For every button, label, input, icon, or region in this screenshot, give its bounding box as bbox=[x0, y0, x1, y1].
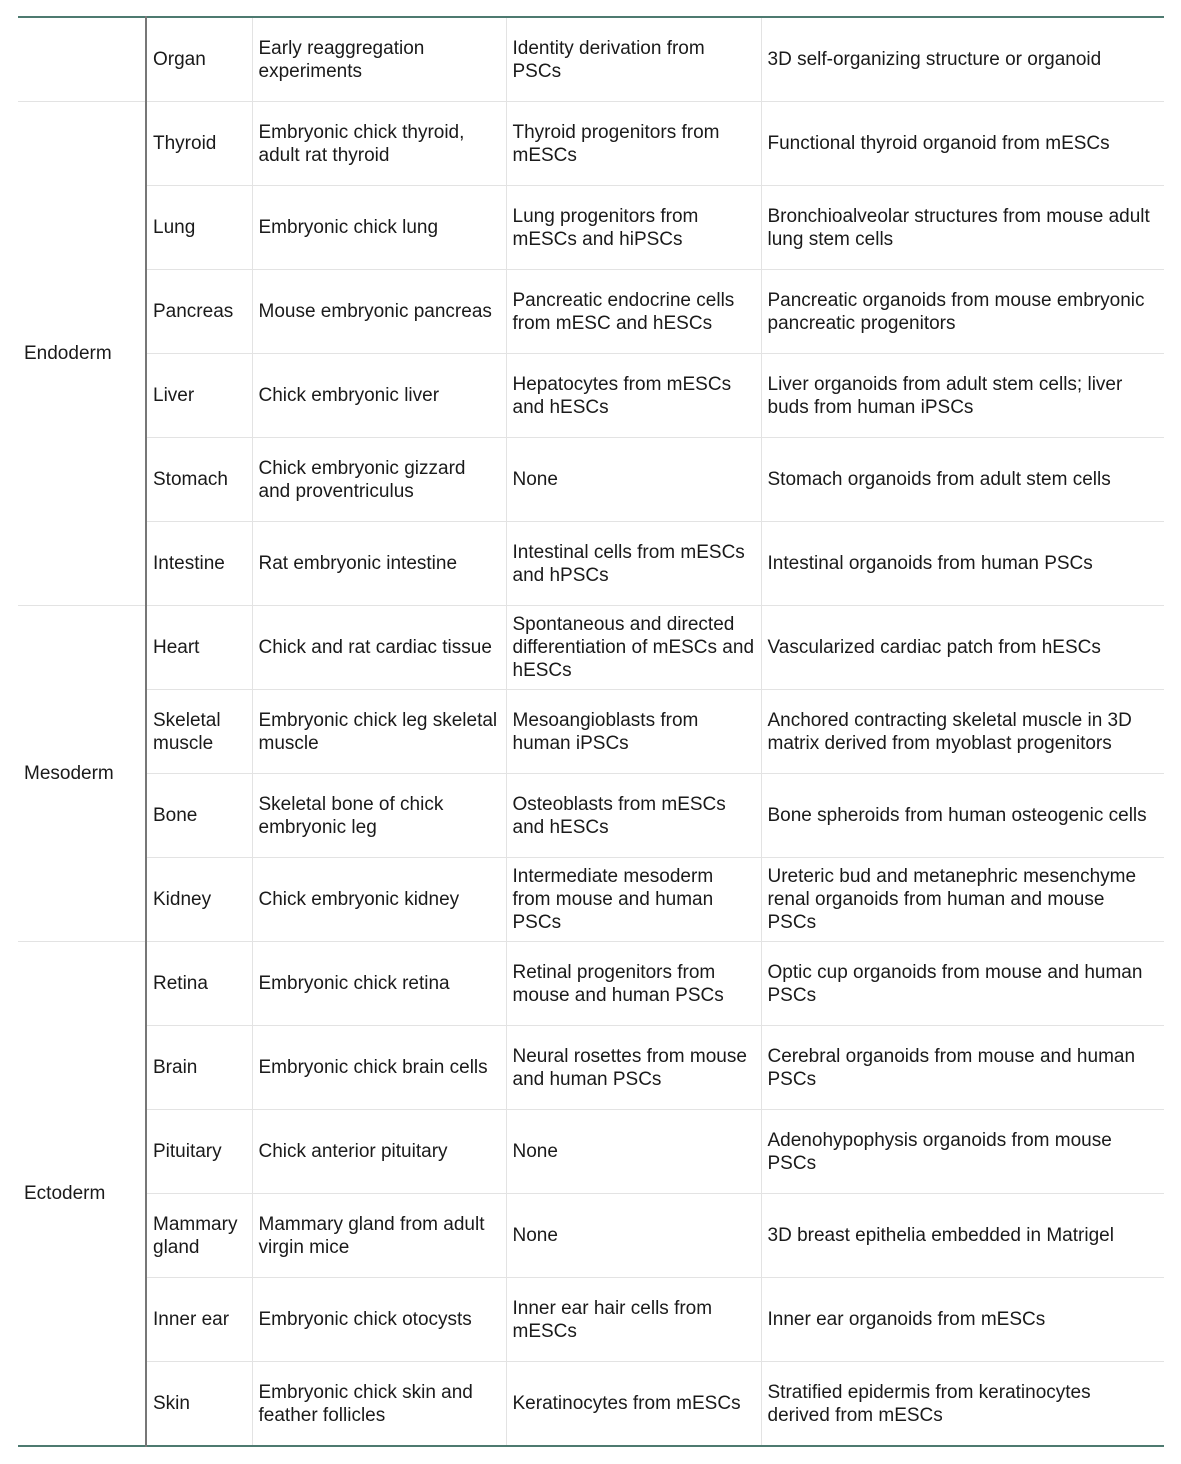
organ-cell: Pituitary bbox=[146, 1109, 252, 1194]
organoid-cell: Bone spheroids from human osteogenic cel… bbox=[760, 773, 1164, 858]
derivation-cell: Mesoangioblasts from human iPSCs bbox=[505, 689, 761, 774]
organoid-cell: 3D breast epithelia embedded in Matrigel bbox=[760, 1193, 1164, 1278]
reaggregation-cell: Embryonic chick skin and feather follicl… bbox=[251, 1361, 506, 1446]
table-row: Liver Chick embryonic liver Hepatocytes fr… bbox=[18, 353, 1164, 438]
organ-cell: Skin bbox=[153, 1393, 190, 1414]
organoid-cell: Cerebral organoids from mouse and human … bbox=[760, 1025, 1164, 1110]
organoid-cell: Intestinal organoids from human PSCs bbox=[760, 521, 1164, 606]
derivation-cell: Retinal progenitors from mouse and human… bbox=[505, 941, 761, 1026]
germ-layer-cell: Endoderm bbox=[18, 101, 147, 606]
reaggregation-cell: Embryonic chick brain cells bbox=[251, 1025, 506, 1110]
header-derivation: Identity derivation from PSCs bbox=[505, 17, 761, 102]
organ-cell: Kidney bbox=[146, 857, 252, 942]
organ-cell: Brain bbox=[146, 1025, 252, 1110]
table-row: Kidney Chick embryonic kidney Intermediate… bbox=[18, 857, 1164, 942]
organoid-cell: Bronchioalveolar structures from mouse a… bbox=[760, 185, 1164, 270]
table-row: Brain Embryonic chick brain cells Neural r… bbox=[18, 1025, 1164, 1110]
derivation-cell: Intestinal cells from mESCs and hPSCs bbox=[505, 521, 761, 606]
derivation-cell: Thyroid progenitors from mESCs bbox=[505, 101, 761, 186]
reaggregation-cell: Mouse embryonic pancreas bbox=[251, 269, 506, 354]
table-row: Skin Embryonic chick skin and feather fol… bbox=[18, 1361, 1164, 1446]
reaggregation-cell: Rat embryonic intestine bbox=[251, 521, 506, 606]
header-reaggregation: Early reaggregation experiments bbox=[251, 17, 506, 102]
table-row: Mammary gland Mammary gland from adult vi… bbox=[18, 1193, 1164, 1278]
reaggregation-cell: Embryonic chick lung bbox=[251, 185, 506, 270]
table-row: Pancreas Mouse embryonic pancreas Pancreat… bbox=[18, 269, 1164, 354]
organoid-cell: Liver organoids from adult stem cells; l… bbox=[760, 353, 1164, 438]
derivation-cell: None bbox=[505, 437, 761, 522]
organoid-cell: Vascularized cardiac patch from hESCs bbox=[760, 605, 1164, 690]
derivation-cell: Spontaneous and directed differentiation… bbox=[505, 605, 761, 690]
derivation-cell: Lung progenitors from mESCs and hiPSCs bbox=[505, 185, 761, 270]
derivation-cell: None bbox=[505, 1193, 761, 1278]
table-row: Endoderm Thyroid Embryonic chick thyroid, … bbox=[18, 101, 1164, 606]
organoid-table: Organ Early reaggregation experiments Id… bbox=[18, 16, 1164, 1447]
header-organoid: 3D self-organizing structure or organoid bbox=[760, 17, 1164, 102]
derivation-cell: Pancreatic endocrine cells from mESC and… bbox=[505, 269, 761, 354]
organ-cell: Lung bbox=[146, 185, 252, 270]
organoid-cell: Ureteric bud and metanephric mesenchyme … bbox=[760, 857, 1164, 942]
reaggregation-cell: Chick embryonic gizzard and proventricul… bbox=[251, 437, 506, 522]
reaggregation-cell: Embryonic chick thyroid, adult rat thyro… bbox=[251, 101, 506, 186]
reaggregation-cell: Embryonic chick leg skeletal muscle bbox=[251, 689, 506, 774]
organ-cell: Mammary gland bbox=[146, 1193, 252, 1278]
header-layer bbox=[18, 17, 147, 102]
organ-cell: Bone bbox=[146, 773, 252, 858]
table-row: Pituitary Chick anterior pituitary None Ade… bbox=[18, 1109, 1164, 1194]
organ-cell: Liver bbox=[146, 353, 252, 438]
reaggregation-cell: Chick embryonic liver bbox=[251, 353, 506, 438]
table-row: Inner ear Embryonic chick otocysts Inner e… bbox=[18, 1277, 1164, 1362]
organ-cell: Heart bbox=[146, 605, 252, 690]
table-row: Bone Skeletal bone of chick embryonic leg… bbox=[18, 773, 1164, 858]
table-row: Ectoderm Retina Embryonic chick retina Reti… bbox=[18, 941, 1164, 1447]
derivation-cell: None bbox=[505, 1109, 761, 1194]
derivation-cell: Inner ear hair cells from mESCs bbox=[505, 1277, 761, 1362]
table-row: Intestine Rat embryonic intestine Intestin… bbox=[18, 521, 1164, 606]
organ-cell: Pancreas bbox=[146, 269, 252, 354]
reaggregation-cell: Embryonic chick otocysts bbox=[251, 1277, 506, 1362]
table-row: Mesoderm Heart Chick and rat cardiac tissu… bbox=[18, 605, 1164, 942]
organoid-cell: Stratified epidermis from keratinocytes … bbox=[760, 1361, 1164, 1446]
organ-cell: Skeletal muscle bbox=[146, 689, 252, 774]
reaggregation-cell: Skeletal bone of chick embryonic leg bbox=[251, 773, 506, 858]
table-row: Skeletal muscle Embryonic chick leg skele… bbox=[18, 689, 1164, 774]
header-row: Organ Early reaggregation experiments Id… bbox=[18, 17, 1164, 102]
reaggregation-cell: Chick embryonic kidney bbox=[251, 857, 506, 942]
organ-cell: Stomach bbox=[146, 437, 252, 522]
organ-cell: Inner ear bbox=[146, 1277, 252, 1362]
reaggregation-cell: Chick and rat cardiac tissue bbox=[251, 605, 506, 690]
organ-cell: Retina bbox=[146, 941, 252, 1026]
organoid-cell: Optic cup organoids from mouse and human… bbox=[760, 941, 1164, 1026]
organoid-cell: Anchored contracting skeletal muscle in … bbox=[760, 689, 1164, 774]
derivation-cell: Keratinocytes from mESCs bbox=[505, 1361, 761, 1446]
organ-cell: Intestine bbox=[146, 521, 252, 606]
derivation-cell: Osteoblasts from mESCs and hESCs bbox=[505, 773, 761, 858]
derivation-cell: Intermediate mesoderm from mouse and hum… bbox=[505, 857, 761, 942]
table-row: Lung Embryonic chick lung Lung progenitors… bbox=[18, 185, 1164, 270]
reaggregation-cell: Mammary gland from adult virgin mice bbox=[251, 1193, 506, 1278]
organoid-cell: Stomach organoids from adult stem cells bbox=[760, 437, 1164, 522]
header-organ: Organ bbox=[146, 17, 252, 102]
germ-layer-cell: Mesoderm bbox=[18, 605, 147, 942]
organ-cell: Thyroid bbox=[146, 101, 252, 186]
organoid-cell: Inner ear organoids from mESCs bbox=[760, 1277, 1164, 1362]
organoid-cell: Functional thyroid organoid from mESCs bbox=[760, 101, 1164, 186]
reaggregation-cell: Embryonic chick retina bbox=[251, 941, 506, 1026]
organoid-cell: Adenohypophysis organoids from mouse PSC… bbox=[760, 1109, 1164, 1194]
table-row: Stomach Chick embryonic gizzard and prove… bbox=[18, 437, 1164, 522]
derivation-cell: Hepatocytes from mESCs and hESCs bbox=[505, 353, 761, 438]
organoid-cell: Pancreatic organoids from mouse embryoni… bbox=[760, 269, 1164, 354]
germ-layer-cell: Ectoderm bbox=[18, 941, 147, 1447]
reaggregation-cell: Chick anterior pituitary bbox=[251, 1109, 506, 1194]
derivation-cell: Neural rosettes from mouse and human PSC… bbox=[505, 1025, 761, 1110]
